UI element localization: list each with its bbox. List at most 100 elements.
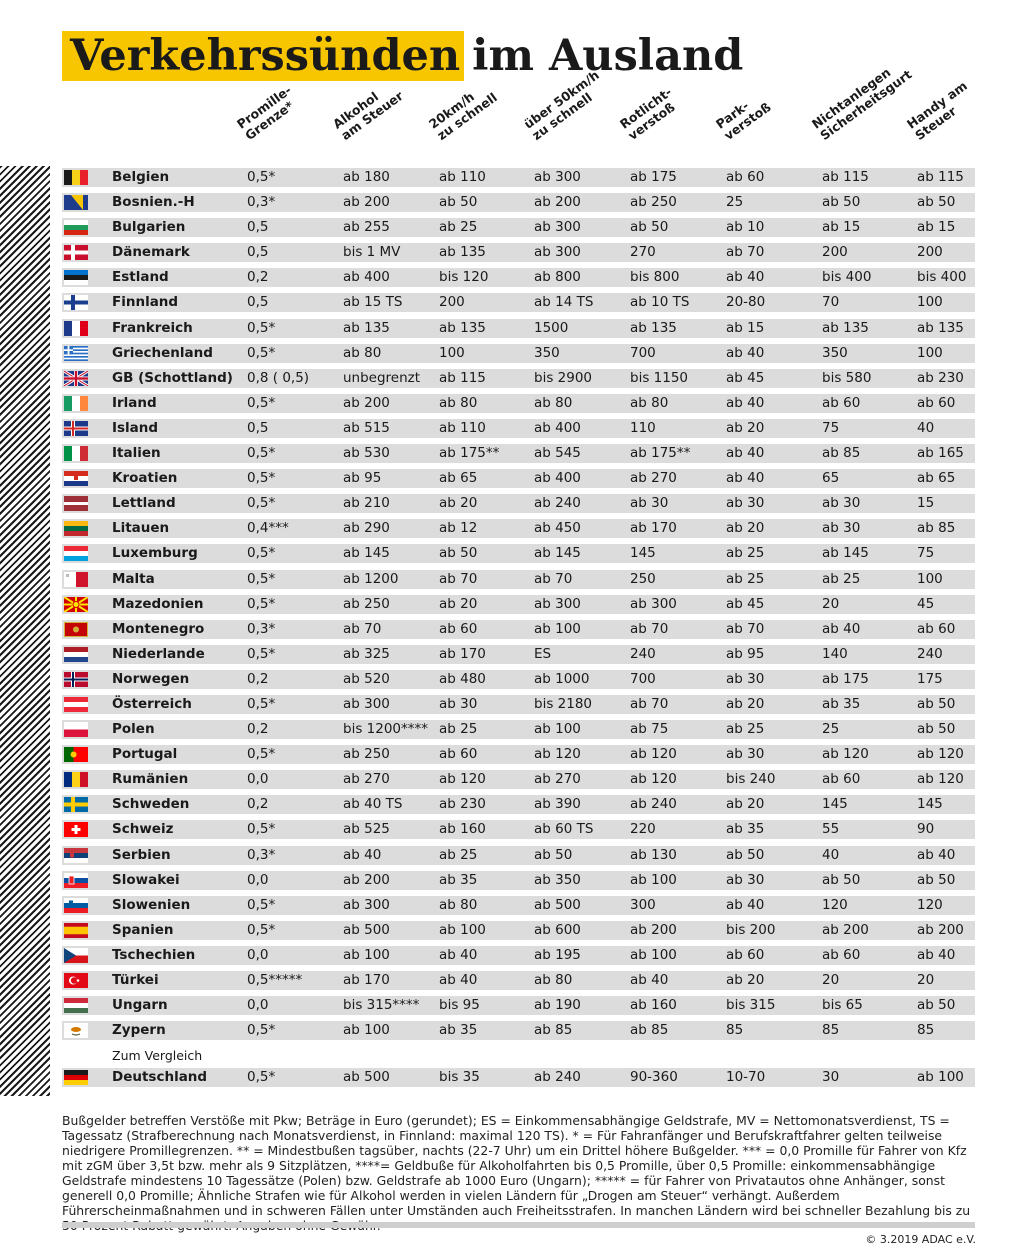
table-cell: ab 500 bbox=[534, 896, 581, 913]
country-name: Serbien bbox=[112, 846, 171, 863]
table-cell: ab 515 bbox=[343, 419, 390, 436]
table-cell: 0,5* bbox=[247, 169, 276, 185]
table-cell: ab 1200 bbox=[343, 570, 399, 587]
table-cell: ab 480 bbox=[439, 670, 486, 687]
table-cell: 0,8 ( 0,5) bbox=[247, 369, 310, 386]
table-cell: ab 70 bbox=[726, 244, 765, 261]
country-name: Dänemark bbox=[112, 244, 190, 261]
table-row: Ungarn 0,0 bis 315**** bis 95 ab 190 ab 160 bi… bbox=[62, 996, 975, 1016]
table-cell: 65 bbox=[822, 470, 840, 487]
flag-bg-icon bbox=[64, 220, 88, 236]
table-cell: bis 120 bbox=[439, 269, 489, 286]
table-cell: 0,5* bbox=[247, 695, 276, 712]
table-cell: ab 14 TS bbox=[534, 294, 594, 311]
table-cell: ab 100 bbox=[439, 921, 486, 938]
table-cell: ab 15 TS bbox=[343, 294, 403, 311]
table-cell: ab 80 bbox=[630, 394, 669, 411]
table-cell: ab 25 bbox=[439, 846, 478, 863]
flag-at-icon bbox=[64, 696, 88, 712]
comparison-row: Deutschland 0,5* ab 500 bis 35 ab 240 90-360 1… bbox=[62, 1068, 975, 1088]
table-cell: 20 bbox=[917, 972, 935, 988]
table-cell: ab 135 bbox=[917, 319, 964, 336]
table-cell: ab 175** bbox=[439, 445, 500, 462]
country-name: GB (Schottland) bbox=[112, 369, 233, 386]
table-cell: ab 300 bbox=[534, 595, 581, 612]
table-row: Italien 0,5* ab 530 ab 175** ab 545 ab 175** a… bbox=[62, 444, 975, 464]
table-cell: ab 110 bbox=[439, 419, 486, 436]
table-cell: ab 60 bbox=[439, 620, 478, 637]
table-cell: ab 80 bbox=[534, 972, 573, 988]
table-cell: 100 bbox=[917, 344, 943, 361]
column-header-7: Nichtanlegen Sicherheitsgurt bbox=[809, 56, 914, 143]
footnote: Bußgelder betreffen Verstöße mit Pkw; Be… bbox=[62, 1113, 971, 1233]
table-row: Norwegen 0,2 ab 520 ab 480 ab 1000 700 ab 30 ab… bbox=[62, 669, 975, 689]
table-cell: 20 bbox=[822, 972, 840, 988]
flag-mt-icon bbox=[64, 571, 88, 587]
table-cell: ab 170 bbox=[439, 645, 486, 662]
country-name: Spanien bbox=[112, 921, 174, 938]
table-cell: ab 230 bbox=[439, 796, 486, 813]
table-cell: 0,5* bbox=[247, 746, 276, 763]
table-cell: 0,0 bbox=[247, 871, 269, 888]
table-cell: 85 bbox=[726, 1022, 744, 1039]
table-cell: 0,2 bbox=[247, 721, 269, 738]
table-cell: 0,5* bbox=[247, 645, 276, 662]
country-name: Österreich bbox=[112, 695, 192, 712]
table-cell: ab 270 bbox=[534, 771, 581, 788]
flag-mk-icon bbox=[64, 596, 88, 612]
table-cell: ab 85 bbox=[630, 1022, 669, 1039]
column-header-8: Handy am Steuer bbox=[904, 78, 979, 143]
table-cell: 40 bbox=[822, 846, 840, 863]
table-cell: ab 65 bbox=[439, 470, 478, 487]
table-cell: ES bbox=[534, 645, 552, 662]
table-cell: ab 600 bbox=[534, 921, 581, 938]
flag-ee-icon bbox=[64, 270, 88, 286]
table-cell: ab 15 bbox=[726, 319, 765, 336]
table-cell: 100 bbox=[917, 570, 943, 587]
table-cell: ab 40 bbox=[726, 344, 765, 361]
flag-cy-icon bbox=[64, 1023, 88, 1039]
table-cell: ab 250 bbox=[343, 746, 390, 763]
table-cell: unbegrenzt bbox=[343, 369, 421, 386]
table-row: Finnland 0,5 ab 15 TS 200 ab 14 TS ab 10 TS 20… bbox=[62, 293, 975, 313]
table-cell: ab 85 bbox=[822, 445, 861, 462]
table-cell: ab 30 bbox=[726, 871, 765, 888]
table-row: Spanien 0,5* ab 500 ab 100 ab 600 ab 200 bis 2… bbox=[62, 920, 975, 940]
country-name: Tschechien bbox=[112, 946, 196, 963]
table-cell: ab 50 bbox=[917, 871, 956, 888]
table-cell: ab 390 bbox=[534, 796, 581, 813]
table-cell: ab 50 bbox=[917, 721, 956, 738]
table-row: Malta 0,5* ab 1200 ab 70 ab 70 250 ab 25 ab 25 1… bbox=[62, 569, 975, 589]
table-cell: ab 60 bbox=[822, 946, 861, 963]
table-cell: ab 400 bbox=[534, 419, 581, 436]
table-cell: ab 45 bbox=[726, 369, 765, 386]
country-name: Polen bbox=[112, 721, 155, 738]
table-cell: 15 bbox=[917, 495, 935, 512]
country-name: Finnland bbox=[112, 294, 179, 311]
table-cell: ab 500 bbox=[343, 921, 390, 938]
table-cell: ab 175** bbox=[630, 445, 691, 462]
flag-hu-icon bbox=[64, 998, 88, 1014]
table-cell: ab 450 bbox=[534, 520, 581, 537]
flag-lv-icon bbox=[64, 496, 88, 512]
table-cell: ab 10 bbox=[726, 219, 765, 236]
country-name: Italien bbox=[112, 445, 161, 462]
table-cell: ab 70 bbox=[343, 620, 382, 637]
table-cell: ab 20 bbox=[726, 695, 765, 712]
table-cell: 30 bbox=[822, 1069, 840, 1086]
table-row: Österreich 0,5* ab 300 ab 30 bis 2180 ab 70 ab… bbox=[62, 694, 975, 714]
table-cell: ab 100 bbox=[343, 946, 390, 963]
table-row: Slowenien 0,5* ab 300 ab 80 ab 500 300 ab 40 12… bbox=[62, 895, 975, 915]
table-cell: ab 15 bbox=[917, 219, 956, 236]
table-cell: ab 145 bbox=[343, 545, 390, 562]
bottom-divider bbox=[62, 1222, 975, 1228]
table-row: Tschechien 0,0 ab 100 ab 40 ab 195 ab 100 ab 6… bbox=[62, 945, 975, 965]
table-cell: 0,5***** bbox=[247, 972, 303, 988]
table-cell: ab 300 bbox=[343, 695, 390, 712]
table-cell: ab 70 bbox=[630, 620, 669, 637]
table-cell: 90-360 bbox=[630, 1069, 678, 1086]
country-name: Ungarn bbox=[112, 997, 168, 1014]
table-cell: 0,2 bbox=[247, 796, 269, 813]
table-row: Montenegro 0,3* ab 70 ab 60 ab 100 ab 70 ab 70… bbox=[62, 619, 975, 639]
flag-ro-icon bbox=[64, 772, 88, 788]
